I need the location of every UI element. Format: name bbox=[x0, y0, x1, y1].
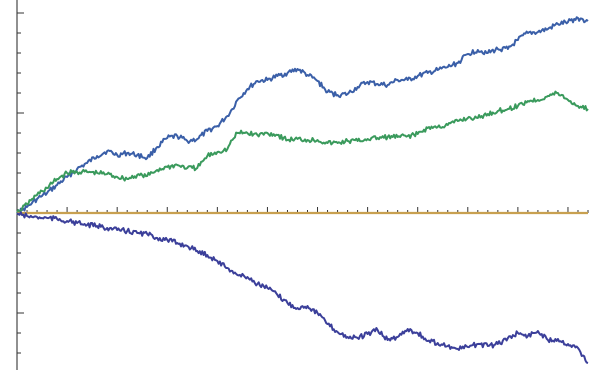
series-layer bbox=[16, 16, 589, 364]
axes bbox=[16, 0, 589, 370]
series-line-4 bbox=[16, 211, 589, 364]
series-line-2 bbox=[16, 90, 589, 214]
series-line-1 bbox=[16, 16, 589, 216]
